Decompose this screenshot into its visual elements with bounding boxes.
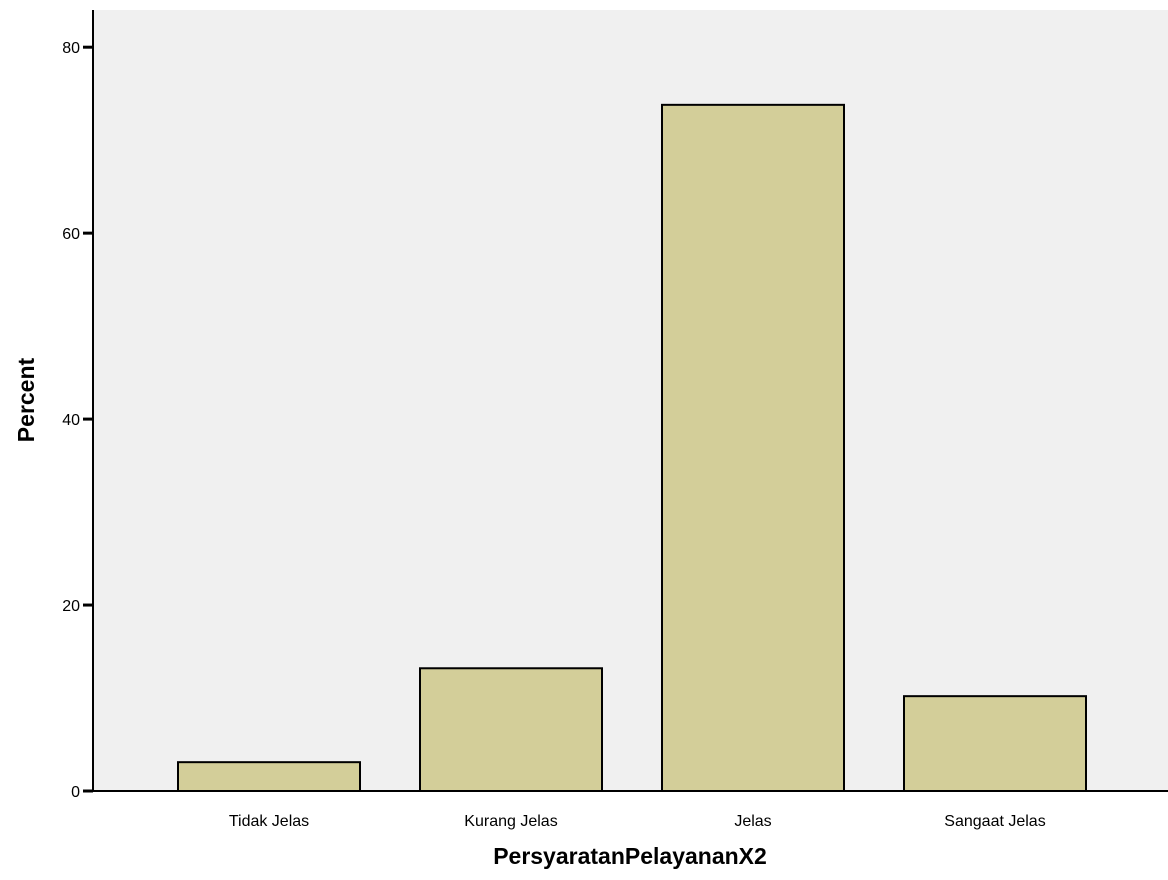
x-tick-label: Tidak Jelas: [229, 813, 309, 830]
bar-jelas: [661, 103, 845, 793]
y-axis-title: Percent: [13, 357, 39, 442]
y-tick-label: 40: [62, 412, 80, 429]
y-tick-label: 80: [62, 40, 80, 57]
bar-sangaat-jelas: [903, 695, 1087, 793]
x-axis-title: PersyaratanPelayananX2: [493, 843, 767, 869]
y-tick-label: 60: [62, 226, 80, 243]
x-tick-label: Kurang Jelas: [464, 813, 557, 830]
bar-kurang-jelas: [419, 667, 603, 792]
x-tick-label: Sangaat Jelas: [944, 813, 1045, 830]
y-tick-label: 0: [71, 784, 80, 801]
plot-area: [93, 10, 1168, 791]
x-axis-ticks: Tidak Jelas Kurang Jelas Jelas Sangaat Jela…: [229, 813, 1046, 830]
bar-tidak-jelas: [177, 761, 361, 792]
y-axis-ticks: 0 20 40 60 80: [62, 40, 93, 801]
x-tick-label: Jelas: [734, 813, 771, 830]
bars: [177, 103, 1087, 793]
y-tick-label: 20: [62, 598, 80, 615]
